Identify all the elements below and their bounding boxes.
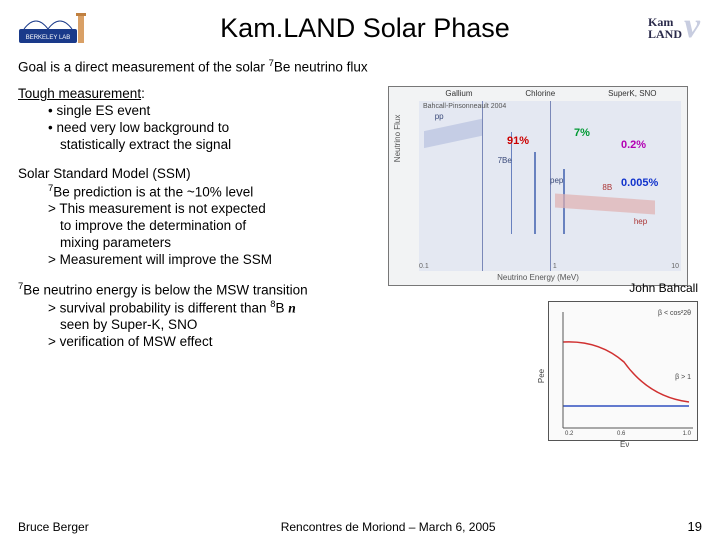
- chart-xlabel: Neutrino Energy (MeV): [497, 273, 579, 283]
- footer-author: Bruce Berger: [18, 520, 89, 534]
- tough-b2b: statistically extract the signal: [18, 137, 388, 154]
- chart-ylabel: Neutrino Flux: [393, 115, 403, 163]
- page-number: 19: [688, 519, 702, 534]
- chart-top-labels: Gallium Chlorine SuperK, SNO: [419, 89, 683, 99]
- ssm-l3: > This measurement is not expected: [18, 201, 388, 218]
- tough-block: Tough measurement: • single ES event • n…: [18, 86, 388, 154]
- anno-7: 7%: [574, 127, 590, 141]
- be-l3: seen by Super-K, SNO: [18, 317, 388, 334]
- ssm-l2: 7Be prediction is at the ~10% level: [18, 183, 388, 201]
- be-block: 7Be neutrino energy is below the MSW tra…: [18, 281, 388, 352]
- svg-text:BERKELEY LAB: BERKELEY LAB: [26, 35, 71, 41]
- goal-text: Goal is a direct measurement of the sola…: [18, 58, 702, 76]
- nu-glyph: ν: [684, 4, 700, 46]
- anno-91: 91%: [507, 135, 529, 149]
- ssm-block: Solar Standard Model (SSM) 7Be predictio…: [18, 166, 388, 269]
- page-title: Kam.LAND Solar Phase: [88, 13, 642, 44]
- tough-b2: • need very low background to: [18, 120, 388, 137]
- be-l2: > survival probability is different than…: [18, 299, 388, 317]
- be-l1: 7Be neutrino energy is below the MSW tra…: [18, 281, 388, 299]
- ssm-l4: > Measurement will improve the SSM: [18, 252, 388, 269]
- ssm-l3b: to improve the determination of: [18, 218, 388, 235]
- anno-02: 0.2%: [621, 139, 646, 153]
- footer-venue: Rencontres de Moriond – March 6, 2005: [281, 520, 496, 534]
- tough-b1: • single ES event: [18, 103, 388, 120]
- survival-chart: Pee Eν β < cos²2θ β > 1 0.2 0.6 1.0: [548, 301, 698, 441]
- bahcall-credit: John Bahcall: [629, 281, 698, 296]
- kamland-text: KamLAND: [648, 16, 682, 40]
- berkeley-lab-logo: BERKELEY LAB: [18, 11, 88, 45]
- ssm-l1: Solar Standard Model (SSM): [18, 166, 388, 183]
- flux-chart: Gallium Chlorine SuperK, SNO Neutrino Fl…: [388, 86, 688, 286]
- be-l4: > verification of MSW effect: [18, 334, 388, 351]
- anno-0005: 0.005%: [621, 177, 658, 191]
- tough-heading: Tough measurement: [18, 86, 141, 101]
- ssm-l3c: mixing parameters: [18, 235, 388, 252]
- kamland-logo: ν KamLAND: [642, 8, 702, 48]
